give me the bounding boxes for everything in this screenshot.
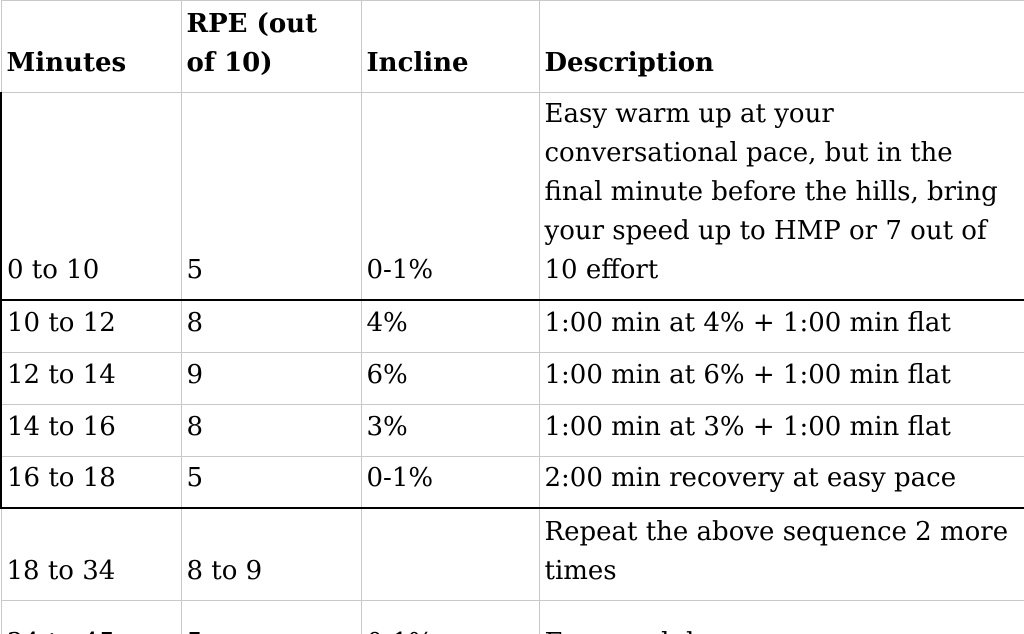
cell-minutes: 0 to 10 [0,92,182,301]
column-header-description: Description [538,0,1024,93]
table-row: 16 to 18 5 0-1% 2:00 min recovery at eas… [0,455,1024,509]
cell-incline: 6% [360,351,540,405]
cell-minutes: 12 to 14 [0,351,182,405]
table-row: 34 to 45 5 0-1% Easy cool down [0,599,1024,634]
cell-description: Easy warm up at your conversational pace… [538,92,1024,301]
table-row: 10 to 12 8 4% 1:00 min at 4% + 1:00 min … [0,299,1024,353]
table-row: 0 to 10 5 0-1% Easy warm up at your conv… [0,92,1024,301]
table-row: 14 to 16 8 3% 1:00 min at 3% + 1:00 min … [0,403,1024,457]
cell-incline: 0-1% [360,455,540,509]
cell-description: Easy cool down [538,599,1024,634]
cell-rpe: 8 [180,299,362,353]
cell-rpe: 8 [180,403,362,457]
table-header-row: Minutes RPE (out of 10) Incline Descript… [0,0,1024,93]
cell-minutes: 18 to 34 [0,507,182,601]
cell-description: 2:00 min recovery at easy pace [538,455,1024,509]
cell-minutes: 16 to 18 [0,455,182,509]
cell-rpe: 8 to 9 [180,507,362,601]
table-row: 12 to 14 9 6% 1:00 min at 6% + 1:00 min … [0,351,1024,405]
column-header-minutes: Minutes [0,0,182,93]
cell-rpe: 5 [180,455,362,509]
cell-incline: 3% [360,403,540,457]
cell-rpe: 5 [180,92,362,301]
cell-minutes: 14 to 16 [0,403,182,457]
cell-incline [360,507,540,601]
table-row: 18 to 34 8 to 9 Repeat the above sequenc… [0,507,1024,601]
cell-description: Repeat the above sequence 2 more times [538,507,1024,601]
cell-description: 1:00 min at 6% + 1:00 min flat [538,351,1024,405]
column-header-incline: Incline [360,0,540,93]
cell-incline: 0-1% [360,599,540,634]
cell-incline: 0-1% [360,92,540,301]
cell-description: 1:00 min at 4% + 1:00 min flat [538,299,1024,353]
cell-minutes: 34 to 45 [0,599,182,634]
cell-rpe: 5 [180,599,362,634]
cell-rpe: 9 [180,351,362,405]
cell-incline: 4% [360,299,540,353]
column-header-rpe: RPE (out of 10) [180,0,362,93]
cell-description: 1:00 min at 3% + 1:00 min flat [538,403,1024,457]
cell-minutes: 10 to 12 [0,299,182,353]
